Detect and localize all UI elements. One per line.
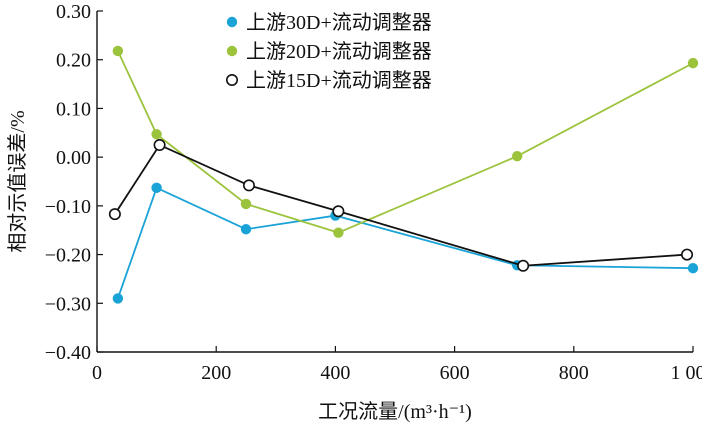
y-tick-label: 0.10 [56, 98, 91, 120]
legend-label: 上游30D+流动调整器 [246, 11, 432, 34]
y-tick-label: −0.40 [45, 342, 91, 364]
data-point [113, 293, 123, 303]
data-point [333, 206, 343, 216]
legend-label: 上游15D+流动调整器 [246, 69, 432, 92]
data-point [518, 261, 528, 271]
x-tick-label: 400 [320, 362, 350, 384]
data-point [512, 151, 522, 161]
data-point [688, 263, 698, 273]
y-tick-label: −0.20 [45, 245, 91, 267]
data-point [110, 209, 120, 219]
legend-item: 上游20D+流动调整器 [227, 40, 432, 63]
x-tick-label: 1 000 [671, 362, 702, 384]
legend-item: 上游30D+流动调整器 [227, 11, 432, 34]
data-point [241, 224, 251, 234]
y-tick-label: −0.30 [45, 293, 91, 315]
data-point [241, 199, 251, 209]
x-tick-label: 600 [440, 362, 470, 384]
data-point [154, 140, 164, 150]
legend-label: 上游20D+流动调整器 [246, 40, 432, 63]
x-axis-title: 工况流量/(m³·h⁻¹) [318, 400, 472, 423]
x-tick-label: 0 [92, 362, 102, 384]
data-point [333, 227, 343, 237]
y-tick-label: −0.10 [45, 196, 91, 218]
legend-marker [227, 75, 237, 85]
legend-marker [227, 17, 237, 27]
data-point [244, 180, 254, 190]
series-0 [113, 183, 699, 304]
y-tick-label: 0.20 [56, 50, 91, 72]
data-point [113, 46, 123, 56]
legend-item: 上游15D+流动调整器 [227, 69, 432, 92]
y-tick-label: 0.30 [56, 1, 91, 23]
data-point [151, 129, 161, 139]
x-tick-label: 200 [201, 362, 231, 384]
data-point [682, 249, 692, 259]
y-tick-label: 0.00 [56, 147, 91, 169]
legend-marker [227, 46, 237, 56]
y-axis-title: 相对示值误差/% [6, 110, 29, 252]
data-point [151, 183, 161, 193]
data-point [688, 58, 698, 68]
x-tick-label: 800 [559, 362, 589, 384]
